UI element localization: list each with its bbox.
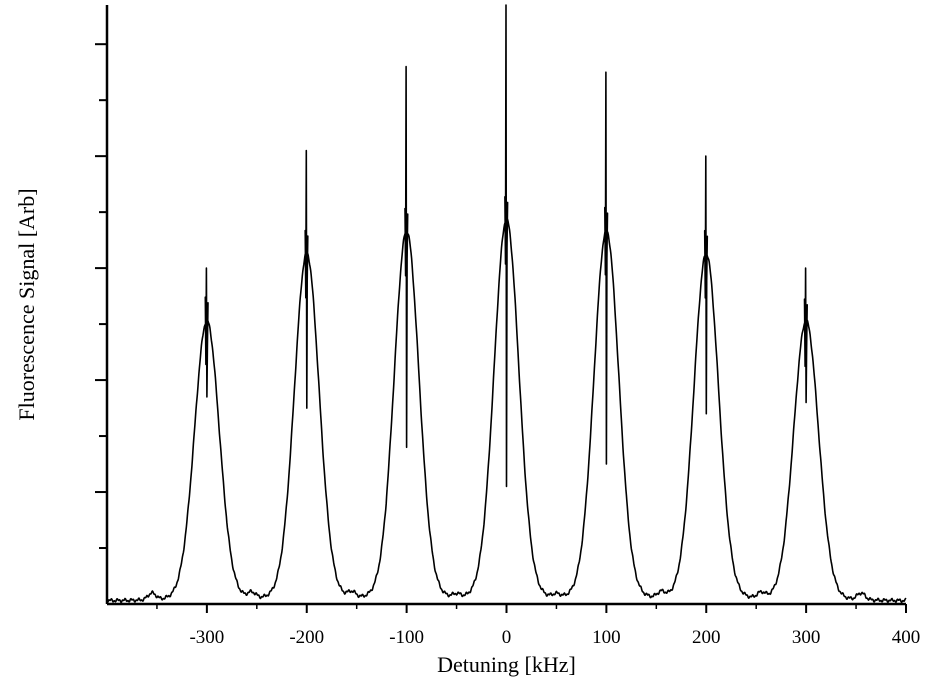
x-tick-label: -100 [389,627,424,648]
x-tick-label: 400 [892,627,921,648]
x-tick-label: -200 [289,627,324,648]
x-tick-label: 300 [792,627,821,648]
fluorescence-series-line [106,4,907,604]
chart-marks [106,4,907,604]
x-tick-label: 200 [692,627,721,648]
x-axis-title: Detuning [kHz] [437,652,576,677]
x-tick-label: 100 [592,627,621,648]
chart-axes: -300 -200 -100 0 100 200 300 400 [95,5,920,648]
x-tick-label: -300 [189,627,224,648]
x-tick-label: 0 [502,627,512,648]
y-axis-title: Fluorescence Signal [Arb] [14,188,39,420]
